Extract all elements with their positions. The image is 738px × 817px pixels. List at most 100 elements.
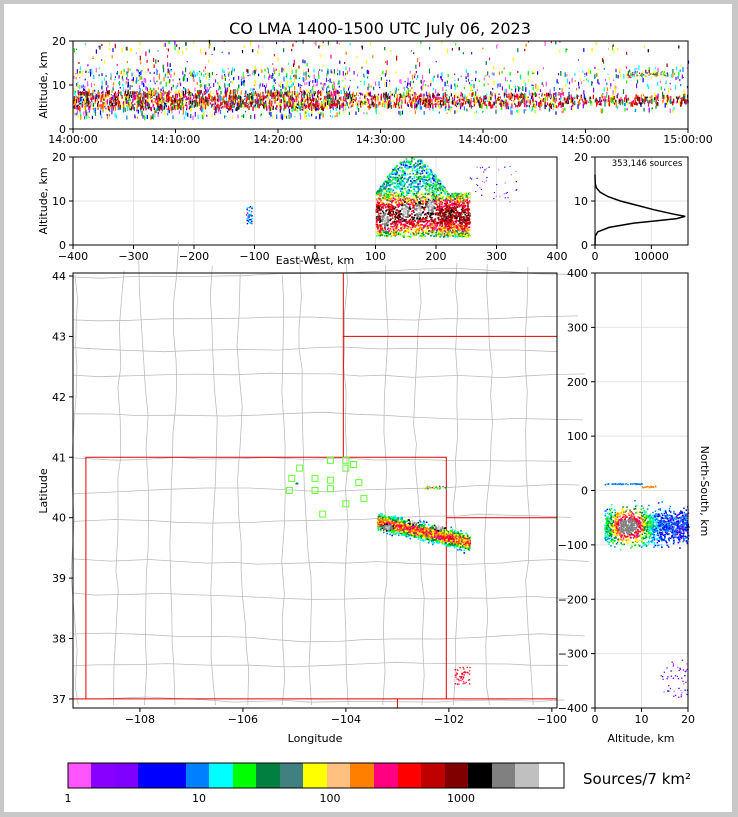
source-mark [356,92,358,96]
source-mark [669,99,671,103]
source-mark [177,85,179,87]
source-mark [123,68,125,73]
source-mark [450,106,453,109]
source-mark [79,106,81,108]
source-mark [159,82,161,85]
source-mark [634,72,636,75]
source-mark [167,68,169,74]
source-mark [664,73,666,75]
source-mark [386,102,389,105]
source-mark [353,70,355,75]
source-mark [229,102,231,106]
source-mark [487,83,489,85]
source-mark [265,104,267,108]
source-mark [274,95,276,99]
source-mark [448,197,450,200]
source-mark [353,96,355,99]
source-mark [296,103,298,106]
source-mark [181,100,183,106]
source-mark [217,92,219,98]
source-mark [387,197,390,199]
source-mark [423,95,425,100]
source-mark [219,104,221,110]
x-tick-label: 14:00:00 [48,133,97,146]
source-mark [75,112,77,116]
source-mark [83,111,85,116]
source-mark [428,68,431,74]
source-mark [667,75,669,77]
source-mark [448,96,450,100]
source-mark [563,97,565,101]
source-mark [303,105,305,110]
source-mark [228,107,230,111]
source-mark [677,75,679,80]
source-mark [250,95,252,99]
source-mark [571,77,573,83]
source-mark [109,95,111,98]
source-mark [105,107,107,110]
source-mark [414,75,416,79]
source-mark [300,100,302,105]
source-mark [411,210,413,213]
source-mark [439,104,441,109]
source-mark [488,100,490,104]
source-mark [627,97,629,101]
source-mark [399,111,401,116]
source-mark [191,101,193,103]
source-mark [601,58,604,62]
source-mark [318,102,320,107]
source-mark [399,162,402,165]
source-mark [361,101,363,103]
source-mark [413,98,415,103]
source-mark [375,110,377,115]
source-mark [102,107,104,113]
source-mark [498,99,500,101]
source-mark [84,97,86,103]
source-mark [269,107,272,110]
source-mark [429,206,432,208]
source-mark [384,181,387,183]
source-mark [477,97,479,101]
source-mark [326,95,328,100]
source-mark [625,66,627,69]
source-mark [291,70,293,74]
source-mark [410,101,412,106]
source-mark [357,86,359,89]
source-mark [275,89,278,91]
source-mark [337,90,339,95]
source-mark [76,85,78,87]
source-mark [186,108,188,111]
source-mark [227,101,229,106]
source-mark [429,216,432,219]
source-mark [508,93,510,99]
source-mark [84,88,86,91]
source-mark [280,99,282,104]
source-mark [511,110,513,115]
source-mark [419,62,421,67]
source-mark [271,100,273,105]
source-mark [101,74,103,76]
source-mark [656,72,658,75]
source-mark [150,106,152,110]
source-mark [199,101,201,106]
source-mark [419,94,421,96]
source-mark [304,113,306,116]
source-mark [112,48,114,52]
source-mark [311,109,313,115]
source-mark [427,104,429,109]
source-mark [193,78,195,82]
source-mark [198,90,200,92]
source-mark [486,104,488,109]
source-mark [151,96,153,98]
source-mark [446,112,448,114]
source-mark [505,88,508,94]
source-mark [148,103,151,106]
source-mark [125,97,127,100]
source-mark [617,105,619,110]
source-mark [570,106,572,110]
source-mark [555,105,557,108]
source-mark [281,113,283,116]
source-mark [680,102,682,107]
source-mark [456,219,459,222]
source-mark [351,93,353,98]
